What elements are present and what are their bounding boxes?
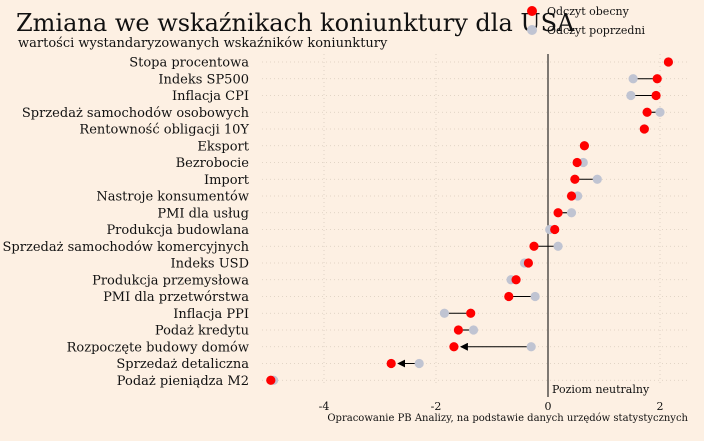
category-label: Stopa procentowa — [129, 56, 249, 71]
x-tick-label: -4 — [319, 400, 330, 413]
previous-point — [468, 325, 479, 335]
current-point — [529, 241, 539, 251]
legend-previous-label: Odczyt poprzedni — [547, 24, 646, 37]
previous-point — [530, 291, 540, 302]
current-point — [579, 141, 590, 151]
previous-point — [655, 107, 665, 117]
x-tick-label: 0 — [545, 400, 552, 413]
x-tick-labels: -4 -2 0 2 — [319, 400, 664, 413]
category-label: PMI dla usług — [157, 206, 249, 221]
current-point — [504, 291, 514, 302]
category-label: Sprzedaż detaliczna — [116, 357, 249, 372]
current-point — [566, 191, 577, 201]
current-point — [511, 275, 521, 285]
current-point — [572, 157, 582, 168]
legend-current-label: Odczyt obecny — [547, 5, 630, 18]
current-point — [466, 308, 476, 318]
category-label: Rozpoczęte budowy domów — [67, 340, 249, 355]
legend: Odczyt obecny Odczyt poprzedni — [527, 5, 646, 37]
current-point — [652, 74, 662, 84]
category-label: Eksport — [197, 139, 249, 154]
category-label: Indeks SP500 — [158, 72, 249, 87]
previous-point — [592, 174, 602, 184]
current-point — [453, 325, 463, 335]
category-label: Produkcja przemysłowa — [92, 273, 249, 288]
previous-point — [553, 241, 563, 251]
previous-point — [628, 74, 638, 84]
category-label: Rentowność obligacji 10Y — [79, 123, 249, 138]
category-label: Bezrobocie — [176, 156, 250, 171]
current-point — [651, 90, 661, 101]
gridlines — [262, 54, 690, 386]
current-point — [386, 358, 396, 369]
current-point — [642, 107, 652, 117]
category-label: Indeks USD — [171, 257, 250, 272]
current-point — [553, 208, 563, 218]
previous-point — [414, 358, 424, 369]
category-label: PMI dla przetwórstwa — [103, 290, 249, 305]
category-label: Import — [204, 173, 250, 188]
previous-point — [526, 342, 536, 352]
zero-line-label: Poziom neutralny — [552, 383, 650, 396]
category-label: Nastroje konsumentów — [96, 190, 249, 205]
category-label: Produkcja budowlana — [106, 223, 249, 238]
current-point — [570, 174, 580, 184]
current-point — [639, 124, 649, 134]
current-point — [550, 224, 560, 235]
previous-point — [566, 208, 577, 218]
chart-title: Zmiana we wskaźnikach koniunktury dla US… — [16, 9, 575, 37]
category-label: Podaż kredytu — [155, 324, 249, 339]
category-label: Sprzedaż samochodów osobowych — [22, 106, 250, 121]
current-point — [449, 342, 459, 352]
category-label: Sprzedaż samochodów komercyjnych — [3, 240, 250, 255]
legend-current-marker — [527, 6, 537, 16]
chart-subtitle: wartości wystandaryzowanych wskaźników k… — [18, 36, 388, 51]
source-note: Opracowanie PB Analizy, na podstawie dan… — [327, 413, 688, 424]
current-point — [266, 375, 276, 385]
category-label: Inflacja CPI — [172, 89, 249, 104]
category-label: Podaż pieniądza M2 — [117, 374, 249, 389]
data-marks — [266, 57, 674, 385]
x-tick-label: 2 — [657, 400, 664, 413]
current-point — [523, 258, 534, 268]
legend-previous-marker — [527, 25, 537, 35]
current-point — [663, 57, 674, 67]
previous-point — [626, 90, 636, 101]
previous-point — [439, 308, 449, 318]
category-label: Inflacja PPI — [173, 307, 249, 322]
x-tick-label: -2 — [431, 400, 442, 413]
